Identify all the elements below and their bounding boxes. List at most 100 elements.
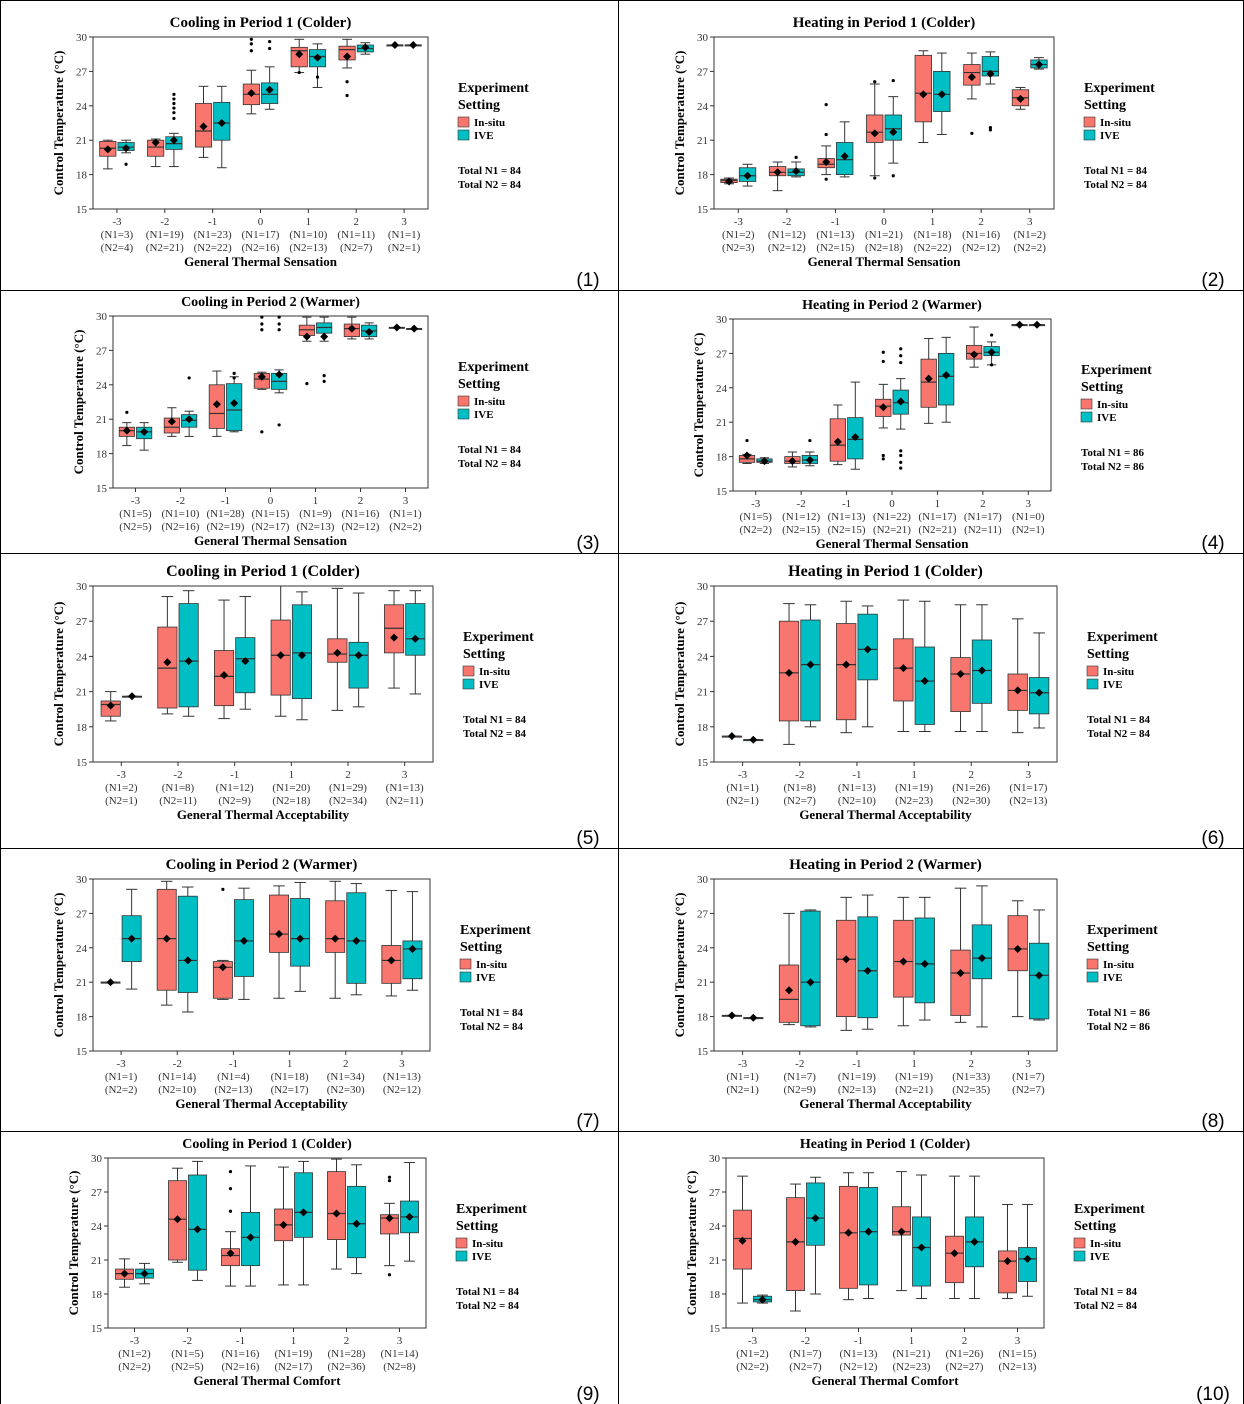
panel-number: (2) bbox=[1201, 270, 1224, 290]
legend-title-line1: Experiment bbox=[1074, 1202, 1145, 1217]
x-tick-n2-label: (N2=7) bbox=[789, 1361, 822, 1373]
plot-frame bbox=[732, 318, 1052, 492]
mean-marker bbox=[805, 456, 814, 465]
x-tick-label: 0 bbox=[881, 216, 887, 228]
x-tick-n2-label: (N2=13) bbox=[999, 1361, 1037, 1373]
x-tick-label: 1 bbox=[930, 216, 936, 228]
mean-marker bbox=[863, 645, 872, 654]
mean-marker bbox=[791, 1237, 800, 1246]
total-n2-label: Total N2 = 84 bbox=[1084, 179, 1148, 191]
box bbox=[859, 1187, 878, 1286]
x-tick-label: 1 bbox=[291, 1335, 297, 1347]
total-n2-label: Total N2 = 86 bbox=[1087, 1021, 1151, 1033]
outlier-point bbox=[873, 80, 877, 84]
box bbox=[294, 1172, 313, 1238]
x-tick-n2-label: (N2=27) bbox=[946, 1361, 984, 1373]
mean-marker bbox=[385, 1214, 394, 1223]
mean-marker bbox=[738, 1236, 747, 1245]
legend-label-insitu: In-situ bbox=[1100, 117, 1131, 129]
mean-marker bbox=[409, 41, 418, 50]
total-n1-label: Total N1 = 84 bbox=[1084, 165, 1148, 177]
x-tick-n1-label: (N1=13) bbox=[816, 229, 854, 241]
x-tick-label: -2 bbox=[795, 769, 804, 781]
mean-marker bbox=[863, 966, 872, 975]
legend-title-line1: Experiment bbox=[456, 1202, 527, 1217]
plot-frame bbox=[92, 36, 429, 210]
mean-marker bbox=[265, 85, 274, 94]
x-tick-n1-label: (N1=12) bbox=[782, 511, 820, 523]
x-tick-n2-label: (N2=5) bbox=[119, 521, 152, 533]
total-n2-label: Total N2 = 84 bbox=[463, 728, 527, 740]
x-axis-label: General Thermal Comfort bbox=[811, 1373, 959, 1388]
mean-marker bbox=[792, 167, 801, 176]
mean-marker bbox=[889, 128, 898, 137]
x-tick-n1-label: (N1=11) bbox=[337, 229, 375, 241]
x-tick-label: 2 bbox=[969, 1058, 975, 1070]
x-tick-n2-label: (N2=1) bbox=[726, 1084, 759, 1096]
x-axis-label: General Thermal Comfort bbox=[193, 1373, 341, 1388]
outlier-point bbox=[277, 423, 281, 427]
outlier-point bbox=[187, 376, 191, 380]
legend-swatch-ive bbox=[1083, 129, 1096, 141]
mean-marker bbox=[970, 1237, 979, 1246]
legend-title-line2: Setting bbox=[1074, 1219, 1116, 1234]
chart-title: Heating in Period 1 (Colder) bbox=[800, 1137, 971, 1152]
x-tick-label: -1 bbox=[831, 216, 840, 228]
x-tick-n1-label: (N1=7) bbox=[1012, 1071, 1045, 1083]
y-tick-label: 24 bbox=[697, 101, 709, 113]
x-tick-label: 1 bbox=[911, 1058, 917, 1070]
total-n2-label: Total N2 = 84 bbox=[458, 179, 522, 191]
y-tick-label: 15 bbox=[91, 1323, 103, 1335]
x-tick-n2-label: (N2=17) bbox=[271, 1084, 309, 1096]
box bbox=[177, 895, 198, 993]
x-tick-n1-label: (N1=2) bbox=[105, 782, 138, 794]
x-tick-label: 2 bbox=[962, 1335, 968, 1347]
total-n2-label: Total N2 = 84 bbox=[456, 1300, 520, 1312]
x-tick-n1-label: (N1=12) bbox=[768, 229, 806, 241]
x-tick-n1-label: (N1=19) bbox=[895, 1071, 933, 1083]
mean-marker bbox=[942, 371, 951, 380]
plot-frame bbox=[713, 878, 1058, 1052]
y-axis-label: Control Temperature (°C) bbox=[51, 893, 66, 1038]
outlier-point bbox=[125, 410, 129, 414]
mean-marker bbox=[840, 152, 849, 161]
total-n1-label: Total N1 = 86 bbox=[1081, 447, 1145, 459]
x-tick-n2-label: (N2=21) bbox=[895, 1084, 933, 1096]
x-tick-n1-label: (N1=9) bbox=[299, 508, 332, 520]
legend-title-line1: Experiment bbox=[1081, 363, 1152, 378]
mean-marker bbox=[246, 1233, 255, 1242]
mean-marker bbox=[986, 69, 995, 78]
mean-marker bbox=[970, 350, 979, 359]
x-tick-n2-label: (N2=18) bbox=[272, 795, 310, 807]
chart-svg: Heating in Period 2 (Warmer)151821242730… bbox=[672, 857, 1225, 1131]
mean-marker bbox=[122, 144, 131, 153]
outlier-point bbox=[824, 103, 828, 107]
mean-marker bbox=[896, 397, 905, 406]
x-tick-n2-label: (N2=3) bbox=[722, 242, 755, 254]
outlier-point bbox=[387, 1273, 392, 1277]
x-tick-n1-label: (N1=13) bbox=[383, 1071, 421, 1083]
x-tick-n2-label: (N2=2) bbox=[118, 1361, 151, 1373]
x-tick-n1-label: (N1=14) bbox=[158, 1071, 196, 1083]
x-tick-n1-label: (N1=18) bbox=[271, 1071, 309, 1083]
grid-border-top bbox=[0, 0, 1244, 1]
chart-panel-1: Cooling in Period 1 (Colder) 15 18 21 24 27 30… bbox=[1, 1, 618, 290]
legend-label-ive: IVE bbox=[474, 130, 494, 142]
mean-marker bbox=[758, 1295, 767, 1304]
x-tick-label: 3 bbox=[401, 216, 407, 228]
y-tick-label: 30 bbox=[709, 1153, 721, 1165]
mean-marker bbox=[297, 651, 306, 660]
chart-svg: Cooling in Period 2 (Warmer)151821242730… bbox=[51, 857, 600, 1131]
mean-marker bbox=[987, 348, 996, 357]
mean-marker bbox=[103, 145, 112, 154]
x-tick-label: -1 bbox=[852, 1058, 861, 1070]
outlier-point bbox=[794, 155, 798, 159]
y-tick-label: 18 bbox=[76, 170, 88, 182]
x-tick-n1-label: (N1=15) bbox=[252, 508, 290, 520]
mean-marker bbox=[320, 332, 329, 341]
mean-marker bbox=[408, 944, 417, 953]
x-tick-n2-label: (N2=11) bbox=[159, 795, 197, 807]
mean-marker bbox=[296, 934, 305, 943]
box bbox=[1018, 1247, 1037, 1282]
mean-marker bbox=[361, 43, 370, 52]
